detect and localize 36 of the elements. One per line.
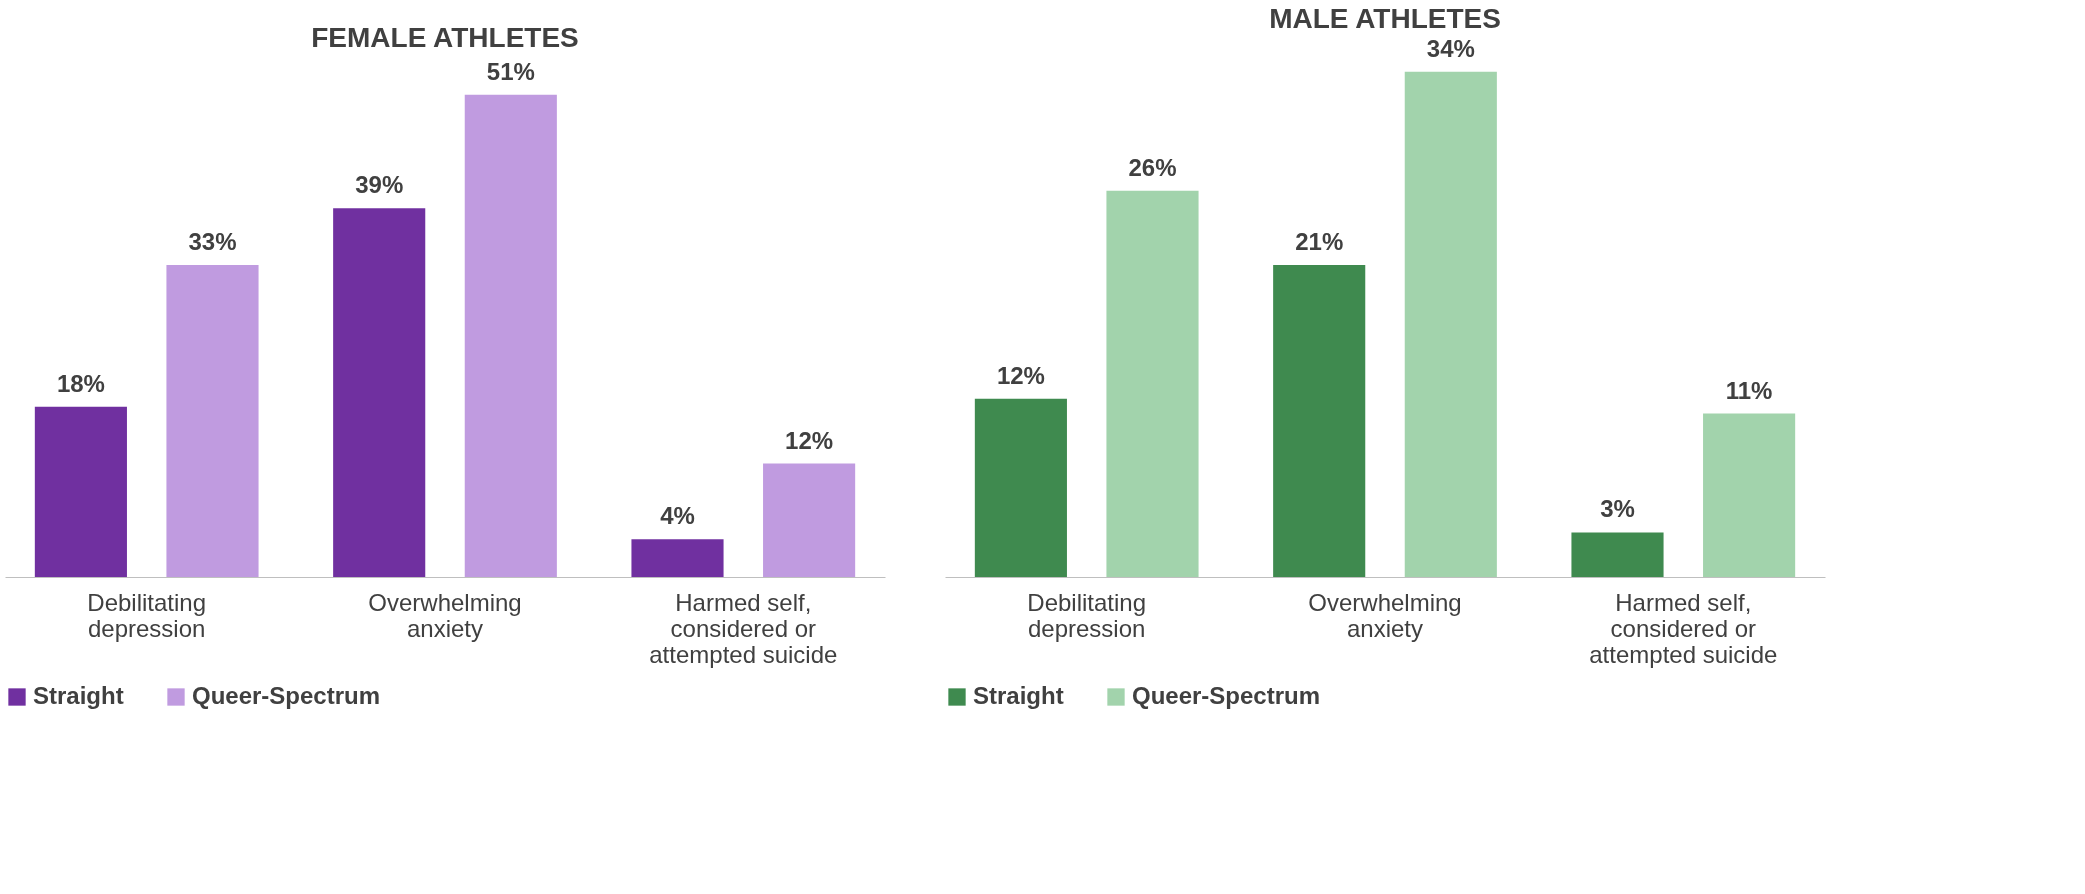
x-tick-label: Overwhelming anxiety: [368, 588, 522, 642]
x-tick-label: Debilitating depression: [1027, 588, 1147, 642]
bar: [1404, 71, 1497, 577]
legend-label: Queer-Spectrum: [192, 682, 381, 709]
data-label: 34%: [1426, 34, 1475, 62]
legend-label: Straight: [33, 682, 124, 709]
bar: [464, 94, 557, 577]
data-label: 11%: [1725, 376, 1773, 404]
x-tick-label: Harmed self, considered or attempted suicide: [649, 588, 838, 668]
data-label: 51%: [486, 57, 535, 85]
bar: [1571, 532, 1664, 577]
chart-title: MALE ATHLETES: [1269, 2, 1501, 34]
bar: [974, 398, 1067, 577]
bar: [166, 265, 259, 577]
bar: [1703, 413, 1796, 577]
bar: [631, 539, 724, 577]
bar: [1273, 265, 1366, 577]
legend-label: Straight: [973, 682, 1064, 709]
data-label: 18%: [56, 369, 105, 397]
chart-title: FEMALE ATHLETES: [311, 22, 579, 53]
data-label: 4%: [660, 502, 695, 530]
x-tick-label: Overwhelming anxiety: [1308, 588, 1462, 642]
data-label: 26%: [1128, 153, 1177, 181]
x-tick-label: Debilitating depression: [87, 588, 207, 642]
data-label: 33%: [188, 228, 237, 255]
data-label: 12%: [785, 426, 834, 454]
legend-label: Queer-Spectrum: [1132, 682, 1321, 709]
bar: [333, 208, 426, 577]
data-label: 12%: [996, 361, 1045, 389]
data-label: 21%: [1295, 228, 1344, 255]
data-label: 3%: [1600, 495, 1635, 523]
bar: [1106, 190, 1199, 577]
bar: [763, 463, 856, 577]
x-tick-label: Harmed self, considered or attempted suicide: [1589, 588, 1778, 668]
data-label: 39%: [355, 171, 404, 199]
bar: [34, 406, 127, 577]
